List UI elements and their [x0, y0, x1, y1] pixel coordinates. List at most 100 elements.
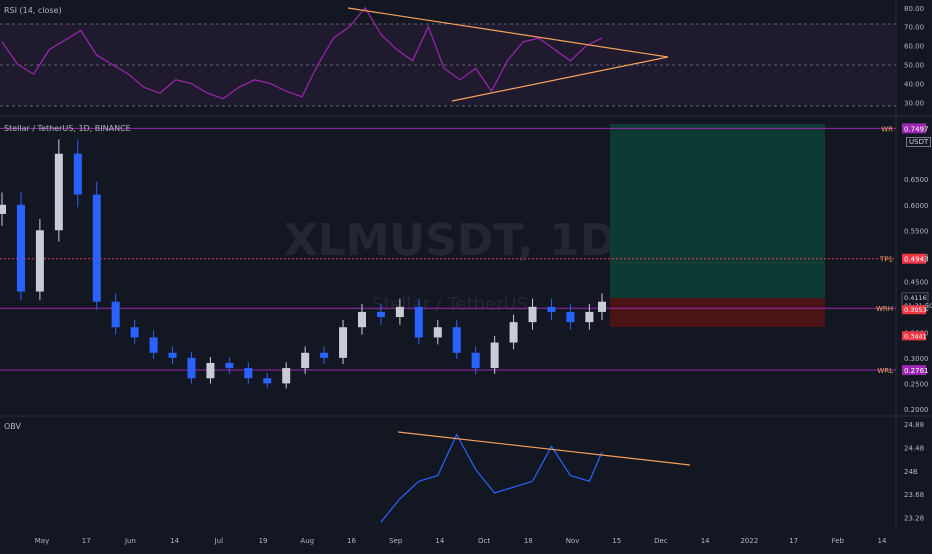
obv-tick-label: 23.28	[904, 514, 924, 522]
target-zone[interactable]	[610, 124, 825, 298]
obv-tick-label: 24.48	[904, 444, 924, 452]
time-tick-label: 17	[789, 537, 798, 545]
level-price-badge	[902, 365, 926, 376]
stop-price-badge	[902, 331, 926, 341]
candle-body	[585, 311, 594, 323]
candle-body	[598, 301, 606, 312]
entry-price-text: 0.3953	[904, 306, 927, 314]
time-tick-label: 19	[259, 537, 268, 545]
rsi-tick-label: 50.00	[904, 62, 924, 70]
obv-trendline[interactable]	[397, 431, 691, 466]
time-tick-label: Jul	[214, 537, 224, 545]
symbol-label: Stellar / TetherUS, 1D, BINANCE	[4, 124, 131, 133]
stop-zone[interactable]	[610, 298, 825, 327]
rsi-tick-label: 60.00	[904, 43, 924, 51]
price-tick-label: 0.2000	[904, 406, 929, 414]
candle-body	[376, 311, 385, 318]
stop-price-text: 0.3441	[904, 332, 927, 340]
candle-body	[187, 357, 196, 379]
candles-layer	[0, 139, 606, 389]
level-price-badge	[902, 253, 926, 264]
rsi-axis: 80.00 70.00 60.00 50.00 40.00 30.00	[904, 5, 924, 108]
candle-body	[54, 153, 63, 231]
rsi-tick-label: 80.00	[904, 5, 924, 13]
candle-body	[244, 368, 253, 379]
candle-body	[471, 352, 480, 369]
candle-body	[395, 306, 404, 318]
candle-body	[35, 230, 44, 292]
candle-body	[490, 342, 499, 369]
entry-price-badge	[902, 305, 926, 315]
time-tick-label: 17	[82, 537, 91, 545]
watermark-sub: Stellar / TetherUS	[372, 294, 528, 315]
time-tick-label: 15	[612, 537, 621, 545]
time-tick-label: 14	[170, 537, 179, 545]
price-tick-label: 0.6500	[904, 176, 929, 184]
candle-body	[452, 327, 461, 353]
time-tick-label: May	[35, 537, 49, 545]
candle-body	[320, 352, 329, 358]
rsi-layer	[1, 6, 603, 100]
levels-layer	[0, 127, 896, 371]
level-name: WRL	[877, 367, 893, 375]
candle-body	[130, 327, 139, 338]
candle-body	[282, 368, 291, 384]
time-tick-label: 18	[524, 537, 533, 545]
price-tick-label: 0.2500	[904, 380, 929, 388]
time-tick-label: Aug	[300, 537, 314, 545]
candle-body	[111, 301, 120, 328]
candle-body	[0, 204, 6, 214]
obv-tick-label: 24B	[904, 468, 918, 476]
price-labels: WR0.7497TP10.4943WRH0.3973WRL0.27610.411…	[876, 123, 932, 376]
price-tick-label: 0.3000	[904, 355, 929, 363]
level-name: WRH	[876, 305, 893, 313]
current-price-text: 0.4116	[904, 294, 927, 302]
candle-body	[263, 378, 272, 384]
level-price-text: 0.2761	[904, 367, 929, 375]
rsi-line	[1, 6, 603, 100]
rsi-tick-label: 70.00	[904, 24, 924, 32]
candle-body	[149, 337, 158, 353]
candle-body	[16, 204, 25, 292]
candle-body	[528, 306, 537, 323]
level-name: WR	[881, 125, 893, 133]
obv-tick-label: 24.88	[904, 421, 924, 429]
rsi-tick-label: 30.00	[904, 100, 924, 108]
time-tick-label: Sep	[389, 537, 403, 545]
obv-pane-label: OBV	[4, 422, 22, 431]
rsi-pane-label: RSI (14, close)	[4, 6, 62, 15]
time-tick-label: Nov	[566, 537, 580, 545]
candle-body	[509, 322, 518, 343]
time-tick-label: Jun	[124, 537, 136, 545]
obv-axis: 24.88 24.48 24B 23.68 23.28	[904, 421, 924, 522]
candle-body	[206, 362, 215, 379]
rsi-upper-trendline[interactable]	[347, 7, 669, 58]
time-tick-label: 14	[878, 537, 887, 545]
level-price-badge	[902, 123, 926, 134]
candle-body	[92, 194, 101, 302]
candle-body	[433, 327, 442, 338]
candle-body	[168, 352, 177, 358]
currency-badge[interactable]: USDT	[906, 137, 932, 147]
rsi-lower-trendline[interactable]	[451, 56, 669, 102]
obv-line	[380, 433, 603, 523]
level-price-text: 0.7497	[904, 125, 929, 133]
candle-body	[358, 311, 366, 328]
watermark-main: XLMUSDT, 1D	[284, 215, 617, 266]
candle-body	[339, 327, 348, 358]
level-price-text: 0.4943	[904, 256, 929, 264]
candle-body	[547, 306, 556, 312]
time-tick-label: Dec	[654, 537, 668, 545]
time-tick-label: 16	[347, 537, 356, 545]
price-tick-label: 0.4500	[904, 278, 929, 286]
time-tick-label: Feb	[832, 537, 845, 545]
obv-layer	[380, 433, 603, 523]
time-tick-label: 14	[435, 537, 444, 545]
time-tick-label: Oct	[478, 537, 490, 545]
candle-body	[414, 306, 423, 338]
candle-body	[301, 352, 310, 369]
time-axis: May 17 Jun 14 Jul 19 Aug 16 Sep 14 Oct 18 Nov 15 Dec 14…	[35, 537, 887, 545]
candle-body	[73, 153, 82, 195]
